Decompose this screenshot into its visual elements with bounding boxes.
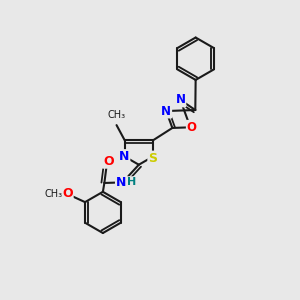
Text: O: O [187,121,197,134]
Text: CH₃: CH₃ [44,190,62,200]
Text: CH₃: CH₃ [107,110,126,120]
Text: S: S [148,152,157,165]
Text: N: N [119,150,129,163]
Text: O: O [62,187,73,200]
Text: N: N [176,94,185,106]
Text: N: N [161,104,171,118]
Text: O: O [103,155,113,168]
Text: N: N [116,176,126,189]
Text: H: H [127,177,136,187]
